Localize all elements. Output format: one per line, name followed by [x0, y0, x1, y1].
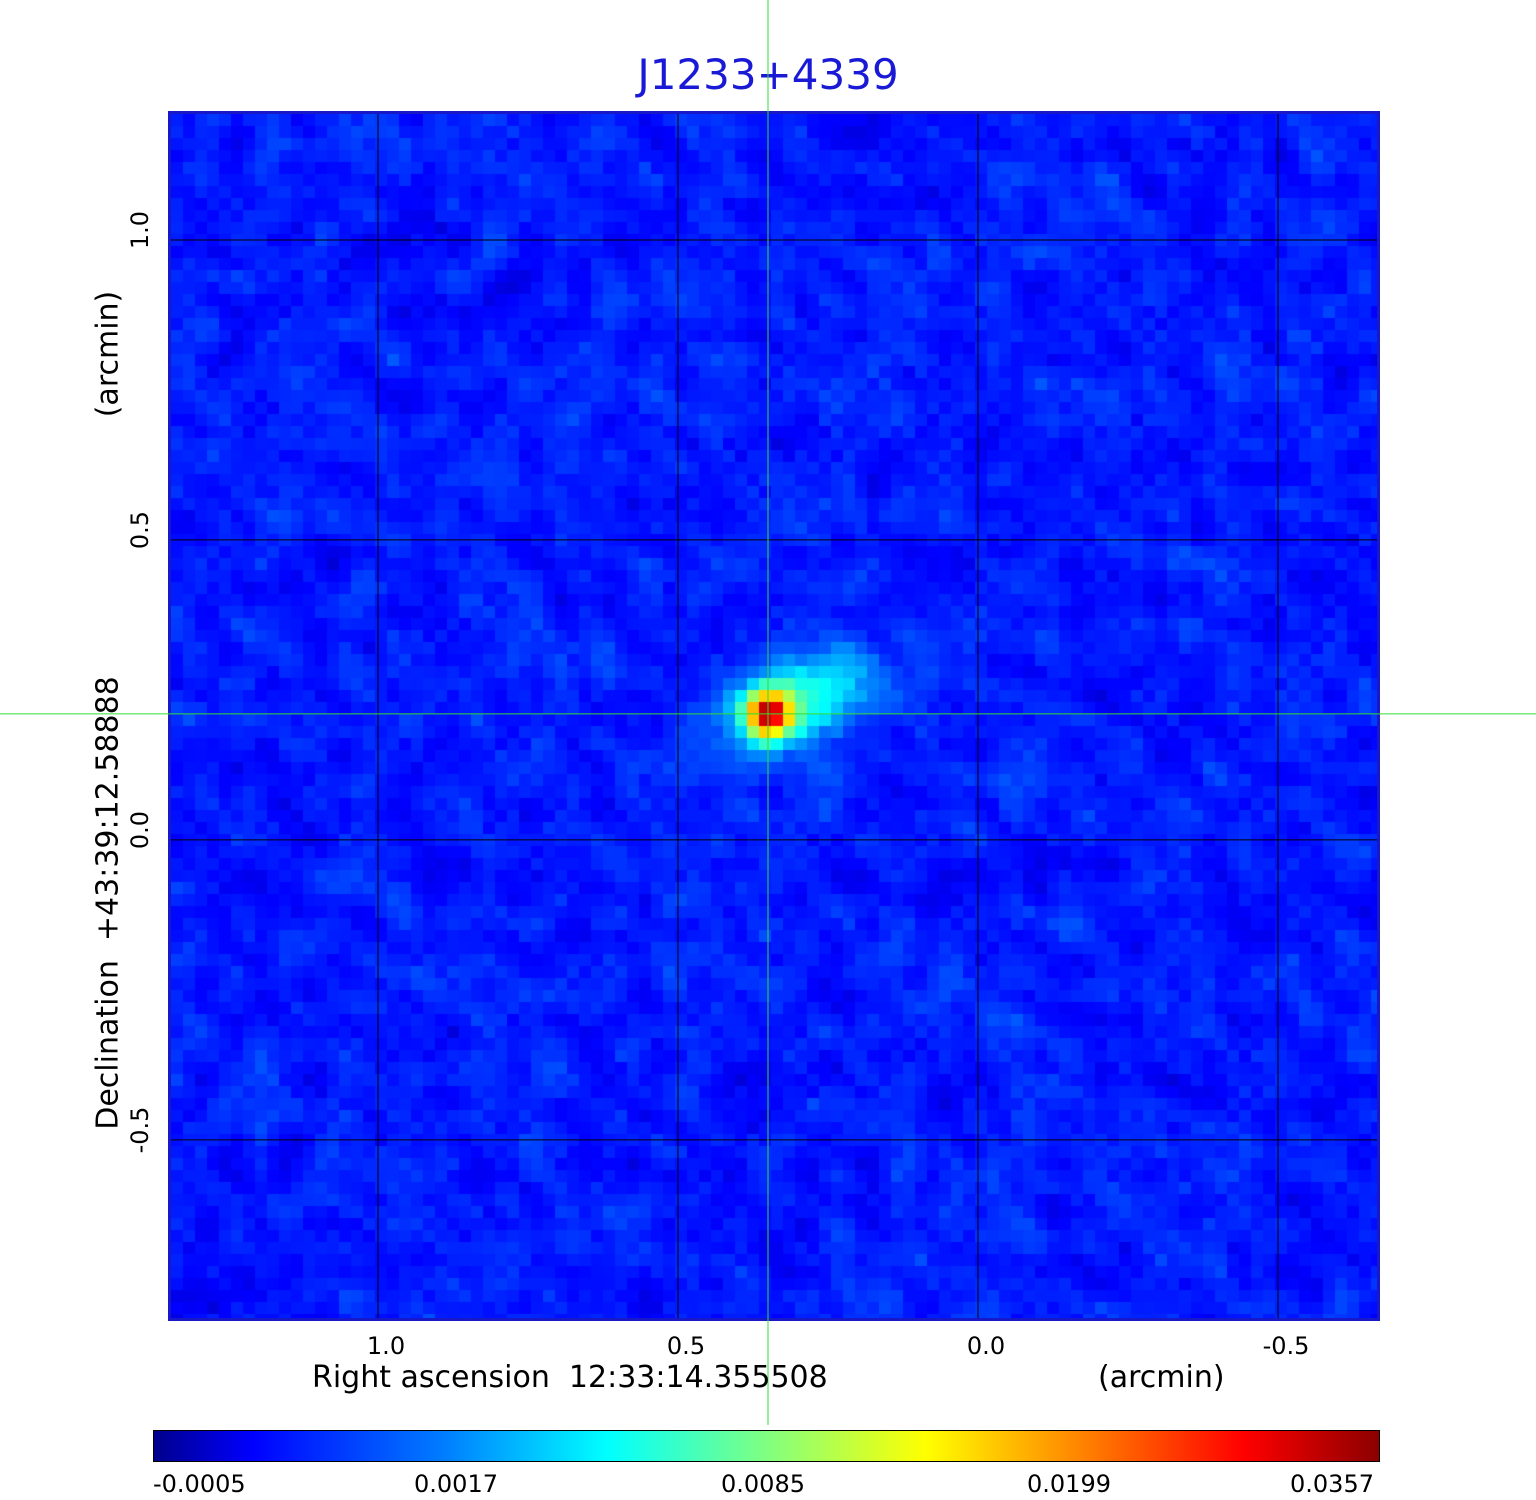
y-tick-label: 0.0: [126, 810, 154, 849]
colorbar: [153, 1430, 1380, 1462]
y-tick-label: 0.5: [126, 510, 154, 550]
crosshair: [0, 0, 1536, 1425]
x-axis-unit: (arcmin): [1098, 1360, 1225, 1395]
image-heatmap: [171, 114, 1377, 1318]
x-tick-label: -0.5: [1262, 1332, 1310, 1360]
grid-lines: [171, 114, 1377, 1318]
y-tick-label: 1.0: [126, 210, 154, 250]
x-tick-label: 0.0: [966, 1332, 1006, 1360]
y-axis-unit: (arcmin): [90, 290, 126, 418]
y-tick-label: -0.5: [126, 1106, 154, 1154]
colorbar-tick-label: 0.0017: [414, 1470, 498, 1498]
colorbar-tick-label: 0.0085: [721, 1470, 805, 1498]
x-tick-label: 1.0: [366, 1332, 406, 1360]
colorbar-tick-label: -0.0005: [153, 1470, 246, 1498]
x-axis-label: Right ascension 12:33:14.355508: [312, 1360, 828, 1395]
y-axis-label: Declination +43:39:12.58888: [90, 676, 126, 1130]
x-tick-label: 0.5: [666, 1332, 706, 1360]
colorbar-tick-label: 0.0357: [1290, 1470, 1374, 1498]
colorbar-tick-label: 0.0199: [1027, 1470, 1111, 1498]
